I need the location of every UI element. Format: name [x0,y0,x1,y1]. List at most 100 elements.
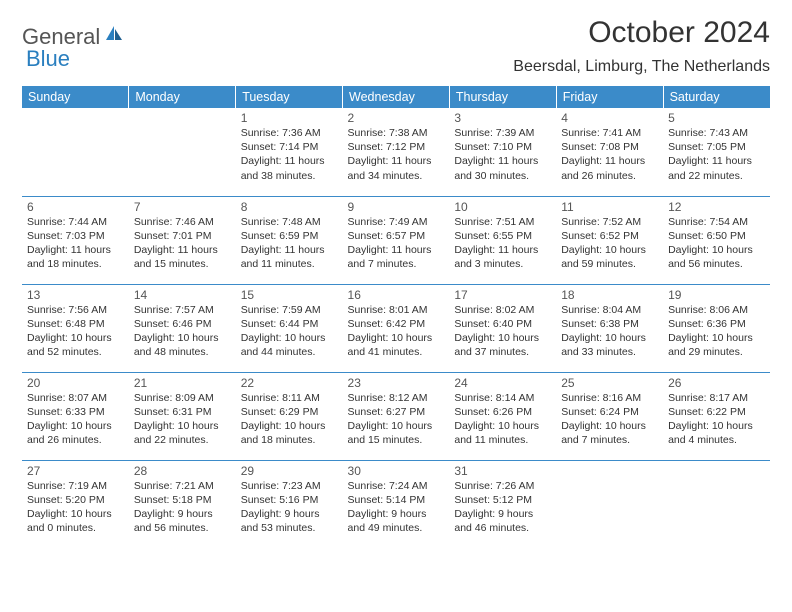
daylight-text: Daylight: 10 hours [241,331,338,345]
sunset-text: Sunset: 5:20 PM [27,493,124,507]
daylight-text: and 0 minutes. [27,521,124,535]
calendar-cell: 31Sunrise: 7:26 AMSunset: 5:12 PMDayligh… [449,460,556,548]
daylight-text: Daylight: 10 hours [134,419,231,433]
logo-text-blue: Blue [26,46,70,71]
sunrise-text: Sunrise: 7:48 AM [241,215,338,229]
sunrise-text: Sunrise: 7:44 AM [27,215,124,229]
calendar-cell: 13Sunrise: 7:56 AMSunset: 6:48 PMDayligh… [22,284,129,372]
day-number: 23 [348,376,445,390]
sunset-text: Sunset: 7:10 PM [454,140,551,154]
daylight-text: Daylight: 10 hours [668,243,765,257]
daylight-text: Daylight: 10 hours [27,507,124,521]
calendar-cell [663,460,770,548]
sunset-text: Sunset: 5:18 PM [134,493,231,507]
sunrise-text: Sunrise: 8:04 AM [561,303,658,317]
sunset-text: Sunset: 6:59 PM [241,229,338,243]
sunset-text: Sunset: 7:08 PM [561,140,658,154]
daylight-text: Daylight: 10 hours [27,419,124,433]
sunset-text: Sunset: 6:33 PM [27,405,124,419]
calendar-cell: 5Sunrise: 7:43 AMSunset: 7:05 PMDaylight… [663,108,770,196]
sunrise-text: Sunrise: 7:21 AM [134,479,231,493]
calendar-cell: 29Sunrise: 7:23 AMSunset: 5:16 PMDayligh… [236,460,343,548]
day-header: Tuesday [236,86,343,108]
day-number: 4 [561,111,658,125]
daylight-text: and 59 minutes. [561,257,658,271]
day-number: 26 [668,376,765,390]
day-number: 28 [134,464,231,478]
calendar-cell: 7Sunrise: 7:46 AMSunset: 7:01 PMDaylight… [129,196,236,284]
calendar-row: 27Sunrise: 7:19 AMSunset: 5:20 PMDayligh… [22,460,770,548]
daylight-text: Daylight: 10 hours [668,331,765,345]
sunrise-text: Sunrise: 8:17 AM [668,391,765,405]
day-header: Thursday [449,86,556,108]
sunrise-text: Sunrise: 7:41 AM [561,126,658,140]
sunrise-text: Sunrise: 8:12 AM [348,391,445,405]
day-number: 2 [348,111,445,125]
day-number: 29 [241,464,338,478]
sunrise-text: Sunrise: 8:01 AM [348,303,445,317]
day-number: 15 [241,288,338,302]
calendar-cell: 26Sunrise: 8:17 AMSunset: 6:22 PMDayligh… [663,372,770,460]
day-number: 25 [561,376,658,390]
daylight-text: and 44 minutes. [241,345,338,359]
daylight-text: and 53 minutes. [241,521,338,535]
calendar-cell: 9Sunrise: 7:49 AMSunset: 6:57 PMDaylight… [343,196,450,284]
day-number: 27 [27,464,124,478]
sunrise-text: Sunrise: 7:49 AM [348,215,445,229]
sunrise-text: Sunrise: 7:39 AM [454,126,551,140]
sunrise-text: Sunrise: 7:56 AM [27,303,124,317]
daylight-text: Daylight: 10 hours [454,419,551,433]
daylight-text: Daylight: 10 hours [348,331,445,345]
day-number: 20 [27,376,124,390]
sunset-text: Sunset: 6:55 PM [454,229,551,243]
sunrise-text: Sunrise: 7:38 AM [348,126,445,140]
daylight-text: and 30 minutes. [454,169,551,183]
calendar-row: 6Sunrise: 7:44 AMSunset: 7:03 PMDaylight… [22,196,770,284]
daylight-text: and 26 minutes. [561,169,658,183]
daylight-text: Daylight: 9 hours [454,507,551,521]
sunrise-text: Sunrise: 8:11 AM [241,391,338,405]
daylight-text: Daylight: 10 hours [241,419,338,433]
daylight-text: Daylight: 11 hours [348,243,445,257]
sunset-text: Sunset: 6:48 PM [27,317,124,331]
daylight-text: and 56 minutes. [668,257,765,271]
sunrise-text: Sunrise: 7:46 AM [134,215,231,229]
daylight-text: and 11 minutes. [454,433,551,447]
daylight-text: Daylight: 10 hours [454,331,551,345]
daylight-text: Daylight: 11 hours [241,243,338,257]
calendar-cell: 14Sunrise: 7:57 AMSunset: 6:46 PMDayligh… [129,284,236,372]
daylight-text: Daylight: 10 hours [561,243,658,257]
calendar-cell: 3Sunrise: 7:39 AMSunset: 7:10 PMDaylight… [449,108,556,196]
sail-icon [104,24,124,47]
day-number: 14 [134,288,231,302]
calendar-row: 20Sunrise: 8:07 AMSunset: 6:33 PMDayligh… [22,372,770,460]
day-header: Friday [556,86,663,108]
day-number: 17 [454,288,551,302]
sunrise-text: Sunrise: 8:16 AM [561,391,658,405]
calendar-cell: 20Sunrise: 8:07 AMSunset: 6:33 PMDayligh… [22,372,129,460]
sunset-text: Sunset: 7:14 PM [241,140,338,154]
header-row: General October 2024 Beersdal, Limburg, … [22,16,770,76]
daylight-text: and 3 minutes. [454,257,551,271]
location: Beersdal, Limburg, The Netherlands [513,58,770,76]
daylight-text: Daylight: 10 hours [561,419,658,433]
calendar-cell: 11Sunrise: 7:52 AMSunset: 6:52 PMDayligh… [556,196,663,284]
daylight-text: and 34 minutes. [348,169,445,183]
daylight-text: and 41 minutes. [348,345,445,359]
daylight-text: Daylight: 11 hours [27,243,124,257]
calendar-cell [22,108,129,196]
day-number: 9 [348,200,445,214]
daylight-text: Daylight: 9 hours [134,507,231,521]
day-number: 22 [241,376,338,390]
sunset-text: Sunset: 6:42 PM [348,317,445,331]
calendar-cell: 6Sunrise: 7:44 AMSunset: 7:03 PMDaylight… [22,196,129,284]
daylight-text: Daylight: 10 hours [668,419,765,433]
daylight-text: and 26 minutes. [27,433,124,447]
day-number: 12 [668,200,765,214]
day-header: Wednesday [343,86,450,108]
daylight-text: and 15 minutes. [134,257,231,271]
daylight-text: and 56 minutes. [134,521,231,535]
day-number: 6 [27,200,124,214]
calendar-cell: 19Sunrise: 8:06 AMSunset: 6:36 PMDayligh… [663,284,770,372]
sunset-text: Sunset: 6:22 PM [668,405,765,419]
